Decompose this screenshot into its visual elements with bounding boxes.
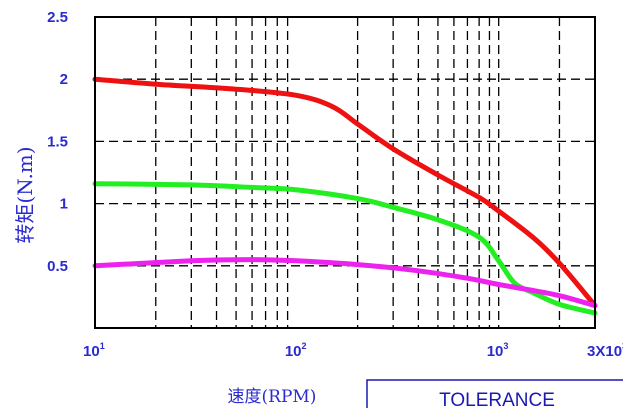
series-group [92,76,598,316]
y-axis-ticks: 2.5 2 1.5 1 0.5 [47,9,68,275]
x-tick-label: 3X103 [587,341,623,360]
plot-frame [94,16,596,329]
grid [95,17,595,328]
series-line-1 [92,76,598,309]
y-tick-label: 2 [60,71,68,88]
x-tick-label: 102 [285,341,307,360]
y-axis-label: 转矩(N.m) [13,146,37,243]
y-tick-label: 2.5 [47,9,68,26]
tolerance-box [366,379,623,408]
x-tick-label: 103 [487,341,509,360]
tolerance-label: TOLERANCE [439,390,555,408]
x-axis-ticks: 101 102 103 3X103 [83,341,623,360]
x-tick-label: 101 [83,341,105,360]
y-tick-label: 0.5 [47,258,68,275]
series-line-3 [92,257,598,309]
y-tick-label: 1 [60,196,68,213]
x-axis-label: 速度(RPM) [228,387,317,407]
y-tick-label: 1.5 [47,133,68,150]
